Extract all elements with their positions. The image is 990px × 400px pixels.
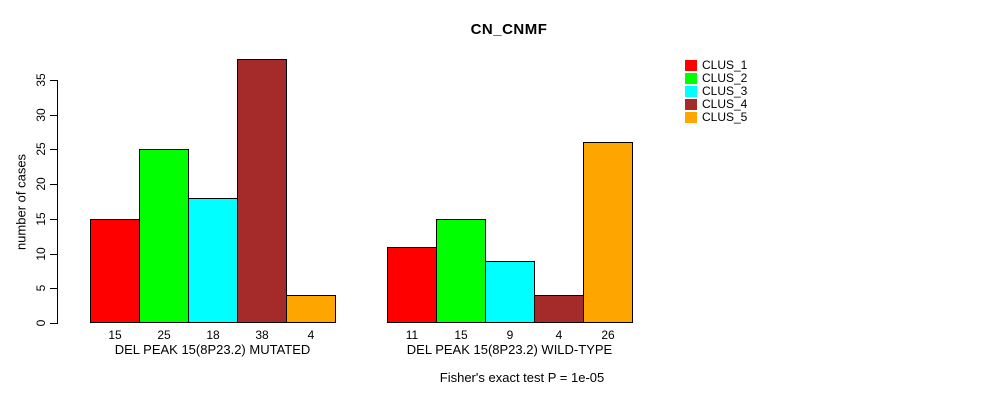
bar-clus_4-group1: [237, 59, 287, 323]
bar-clus_2-group2: [436, 219, 486, 323]
bar-clus_1-group1: [90, 219, 140, 323]
bar-value-label: 4: [307, 328, 315, 342]
y-axis-tick: [50, 288, 57, 289]
y-axis-tick: [50, 323, 57, 324]
y-axis-tick: [50, 115, 57, 116]
bar-clus_3-group1: [188, 198, 238, 323]
legend-label: CLUS_1: [702, 58, 748, 72]
y-axis-tick: [50, 149, 57, 150]
y-axis-tick-label: 25: [34, 142, 48, 156]
y-axis-line: [57, 80, 58, 324]
y-axis-tick-label: 10: [34, 247, 48, 261]
bar-value-label: 15: [454, 328, 468, 342]
legend-swatch-icon: [685, 60, 697, 71]
legend-item-clus_1: CLUS_1: [685, 59, 747, 72]
legend-item-clus_2: CLUS_2: [685, 72, 747, 85]
legend-swatch-icon: [685, 112, 697, 123]
y-axis-tick-label: 20: [34, 177, 48, 191]
bar-value-label: 26: [601, 328, 615, 342]
bar-clus_3-group2: [485, 261, 535, 323]
legend-label: CLUS_3: [702, 84, 748, 98]
bar-clus_5-group1: [286, 295, 336, 323]
legend: CLUS_1 CLUS_2 CLUS_3 CLUS_4 CLUS_5: [685, 59, 747, 124]
y-axis-tick: [50, 219, 57, 220]
chart-title: CN_CNMF: [470, 21, 548, 38]
legend-item-clus_3: CLUS_3: [685, 85, 747, 98]
bar-clus_5-group2: [583, 142, 633, 323]
bar-clus_2-group1: [139, 149, 189, 323]
legend-label: CLUS_4: [702, 97, 748, 111]
bar-value-label: 38: [255, 328, 269, 342]
bar-value-label: 25: [157, 328, 171, 342]
y-axis-tick-label: 30: [34, 108, 48, 122]
y-axis-tick-label: 5: [34, 284, 48, 292]
bar-value-label: 11: [405, 328, 419, 342]
bar-value-label: 9: [506, 328, 514, 342]
legend-label: CLUS_5: [702, 110, 748, 124]
legend-swatch-icon: [685, 99, 697, 110]
bar-clus_4-group2: [534, 295, 584, 323]
bar-value-label: 18: [206, 328, 220, 342]
y-axis-tick: [50, 184, 57, 185]
bar-clus_1-group2: [387, 247, 437, 323]
y-axis-tick-label: 35: [34, 73, 48, 87]
footnote-fisher-test: Fisher's exact test P = 1e-05: [439, 370, 605, 385]
bar-value-label: 4: [555, 328, 563, 342]
y-axis-label: number of cases: [13, 153, 29, 251]
legend-item-clus_4: CLUS_4: [685, 98, 747, 111]
y-axis-tick: [50, 80, 57, 81]
y-axis-tick-label: 0: [34, 319, 48, 327]
y-axis-tick: [50, 254, 57, 255]
group-label-2: DEL PEAK 15(8P23.2) WILD-TYPE: [406, 342, 613, 357]
bar-value-label: 15: [108, 328, 122, 342]
y-axis-tick-label: 15: [34, 212, 48, 226]
group-label-1: DEL PEAK 15(8P23.2) MUTATED: [114, 342, 311, 357]
legend-item-clus_5: CLUS_5: [685, 111, 747, 124]
legend-swatch-icon: [685, 73, 697, 84]
legend-swatch-icon: [685, 86, 697, 97]
legend-label: CLUS_2: [702, 71, 748, 85]
